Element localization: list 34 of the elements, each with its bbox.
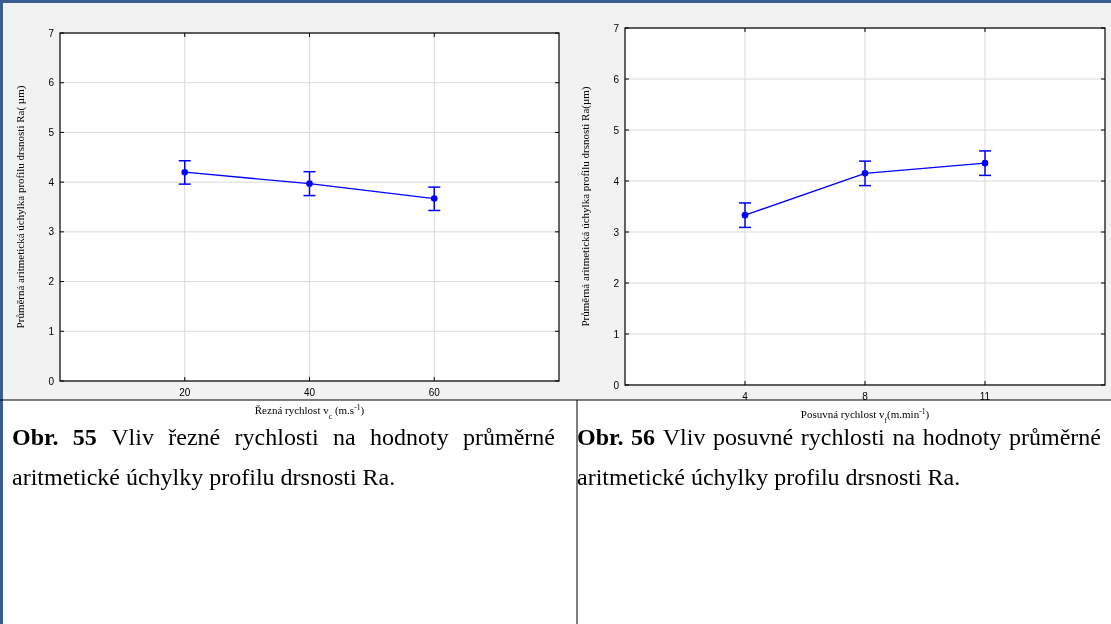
y-axis-title: Průměrná aritmetická úchylka profilu drsnosti Ra( µm): [14, 85, 27, 329]
x-tick-label: 4: [742, 391, 749, 402]
y-tick-label: 7: [613, 22, 620, 34]
y-tick-label: 6: [613, 73, 620, 85]
point: [741, 211, 749, 219]
text: Obr. 56 Vliv posuvné rychlosti na hodnoty průměrné aritmetické úchylky profilu drsnosti Ra.: [577, 424, 1102, 490]
x-axis-title: Řezná rychlost v$_{c}$ (m.s$^{-1}$): [254, 402, 365, 421]
y-tick-label: 3: [48, 226, 55, 238]
x-tick-label: 11: [979, 391, 991, 402]
point: [430, 195, 438, 202]
y-tick-label: 2: [48, 276, 55, 288]
y-tick-label: 1: [613, 328, 620, 340]
x-tick-label: 8: [862, 391, 869, 402]
y-tick-label: 1: [48, 325, 55, 337]
point: [181, 168, 189, 176]
x-tick-label: 40: [303, 387, 316, 398]
point: [306, 180, 313, 187]
y-tick-label: 6: [48, 77, 55, 89]
x-tick-label: 20: [179, 387, 191, 398]
y-tick-label: 5: [48, 126, 55, 138]
y-tick-label: 0: [613, 379, 620, 391]
y-tick-label: 4: [48, 176, 55, 188]
point: [981, 159, 989, 167]
y-axis-title: Průměrná aritmetická úchylka profilu drsnosti Ra(µm): [579, 86, 592, 327]
y-tick-label: 2: [613, 277, 620, 289]
point: [861, 170, 869, 177]
y-tick-label: 3: [613, 226, 620, 238]
y-tick-label: 0: [48, 375, 55, 387]
y-tick-label: 5: [613, 124, 620, 136]
y-tick-label: 7: [48, 27, 55, 39]
y-tick-label: 4: [613, 175, 620, 187]
x-tick-label: 60: [428, 387, 441, 398]
text: Obr. 55 Vliv řezné rychlosti na hodnoty průměrné aritmetické úchylky profilu drsnosti Ra.: [12, 424, 556, 490]
x-axis-title: Posuvná rychlost v$_{f}$(m.min$^{-1}$): [800, 406, 930, 425]
